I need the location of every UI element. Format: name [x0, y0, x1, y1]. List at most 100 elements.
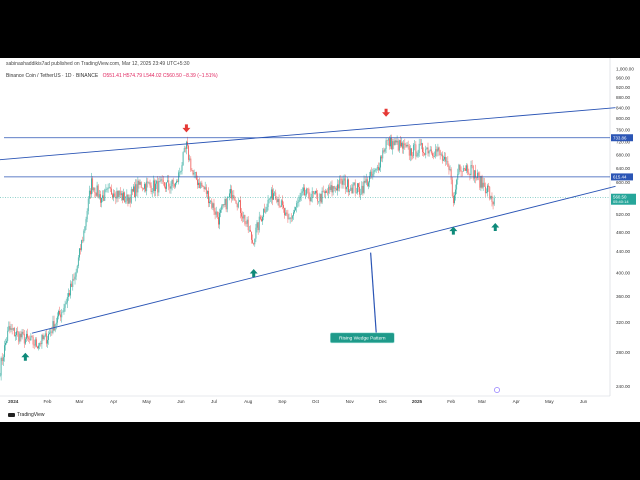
candle-body [40, 343, 42, 345]
candle-body [70, 283, 71, 296]
x-tick-label: May [142, 399, 151, 404]
candle-body [113, 193, 115, 198]
candle-body [29, 338, 31, 341]
candle-body [454, 195, 455, 204]
candle-body [426, 147, 428, 149]
candle-body [71, 283, 73, 287]
candle-body [338, 184, 340, 189]
tradingview-logo[interactable]: TradingView [8, 412, 45, 418]
candle-body [422, 143, 423, 153]
candle-body [173, 183, 175, 187]
candle-body [363, 180, 365, 193]
candle-body [353, 182, 355, 185]
candle-body [259, 216, 261, 220]
candle-body [287, 214, 289, 220]
price-chart[interactable]: 1,000.00 960.00 920.00 880.00 840.00 800.00 76… [0, 58, 640, 422]
candle-body [229, 193, 230, 198]
candle-body [295, 207, 297, 211]
candle-body [398, 140, 400, 151]
x-tick-label: May [545, 399, 554, 404]
candle-body [61, 312, 63, 318]
candle-body [413, 144, 415, 156]
candle-body [159, 181, 161, 182]
candle-body [435, 149, 437, 156]
candle-body [388, 138, 390, 147]
candle-body [412, 155, 413, 157]
candle-body [32, 336, 34, 345]
candle-body [144, 184, 145, 189]
candle-body [459, 164, 461, 171]
candle-body [150, 185, 152, 193]
candle-body [366, 179, 368, 187]
candle-body [5, 343, 6, 346]
candle-body [301, 191, 303, 193]
symbol-name: Binance Coin / TetherUS · 1D · BINANCE [6, 73, 99, 79]
candle-body [80, 248, 81, 250]
candle-body [143, 188, 144, 189]
candle-body [417, 153, 419, 156]
candle-body [184, 148, 186, 149]
candle-body [477, 172, 479, 179]
candle-body [244, 214, 246, 224]
candle-body [387, 138, 389, 141]
candle-body [226, 197, 228, 210]
candle-body [186, 141, 187, 149]
candle-body [103, 195, 105, 201]
candle-body [252, 239, 253, 243]
candle-body [38, 345, 39, 349]
candle-body [284, 208, 285, 216]
candle-body [233, 195, 235, 199]
candle-body [465, 168, 466, 171]
candle-body [175, 182, 176, 187]
y-tick-label: 280.00 [616, 350, 630, 355]
candle-body [408, 146, 410, 156]
candle-body [445, 156, 447, 162]
candle-body [480, 176, 482, 188]
candle-body [461, 171, 463, 172]
candle-body [182, 152, 184, 166]
candle-body [280, 200, 282, 207]
candle-body [460, 170, 462, 172]
x-tick-label: Sep [278, 399, 287, 404]
candle-body [279, 206, 281, 207]
candle-body [12, 327, 14, 330]
y-tick-label: 600.00 [616, 180, 630, 185]
candle-body [4, 345, 5, 358]
candle-body [96, 185, 98, 196]
candle-body [218, 217, 219, 225]
candle-body [123, 192, 124, 201]
candle-body [88, 190, 90, 199]
candle-body [282, 200, 283, 206]
countdown-label: 05:40:14 [613, 199, 629, 204]
candle-body [225, 199, 227, 210]
candle-body [379, 167, 380, 171]
candle-body [181, 165, 183, 171]
candle-body [149, 182, 151, 186]
candle-body [199, 182, 201, 189]
candle-body [51, 331, 53, 333]
candle-body [439, 150, 441, 156]
candle-body [111, 188, 112, 195]
candle-body [219, 212, 220, 225]
candle-body [202, 186, 204, 187]
candle-body [129, 197, 131, 203]
candle-body [16, 331, 17, 336]
candle-body [168, 180, 170, 187]
candle-body [328, 186, 330, 194]
candle-body [447, 160, 449, 167]
arrow-up-icon [249, 269, 258, 278]
candle-body [456, 179, 458, 190]
candle-body [171, 179, 173, 187]
candle-body [227, 197, 229, 198]
candle-body [436, 149, 438, 152]
candle-body [82, 240, 84, 241]
candle-body [269, 198, 271, 200]
candle-body [286, 212, 288, 215]
candle-body [238, 200, 240, 202]
candle-body [300, 192, 302, 197]
candle-body [177, 181, 178, 183]
candle-body [466, 165, 467, 171]
candle-body [131, 189, 133, 192]
candle-body [411, 148, 412, 156]
candle-body [124, 192, 126, 202]
